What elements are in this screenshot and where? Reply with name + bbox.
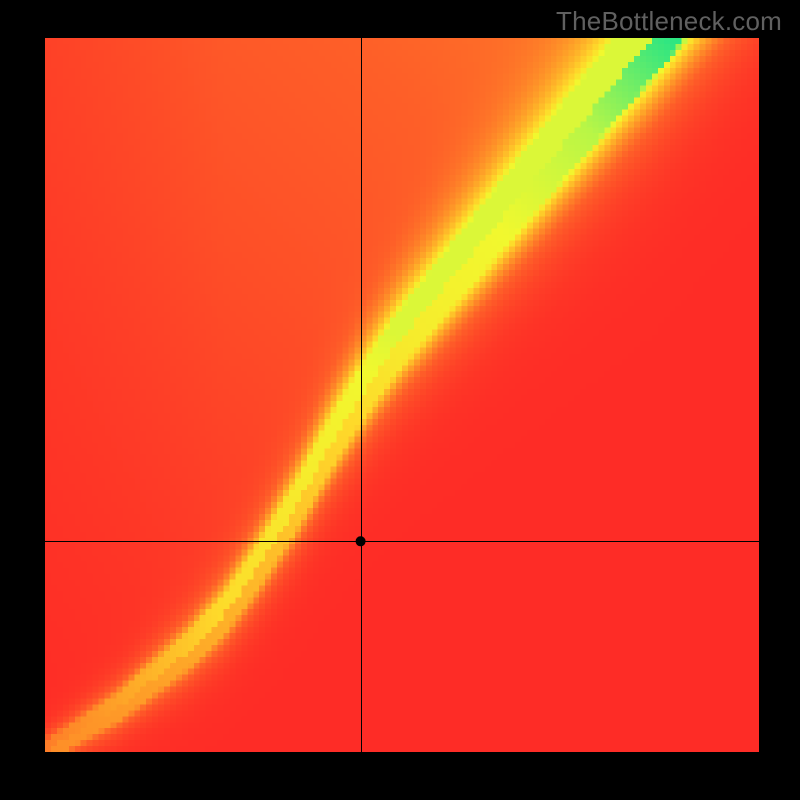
crosshair-overlay [45, 38, 759, 752]
chart-container: TheBottleneck.com [0, 0, 800, 800]
watermark-text: TheBottleneck.com [556, 6, 782, 37]
